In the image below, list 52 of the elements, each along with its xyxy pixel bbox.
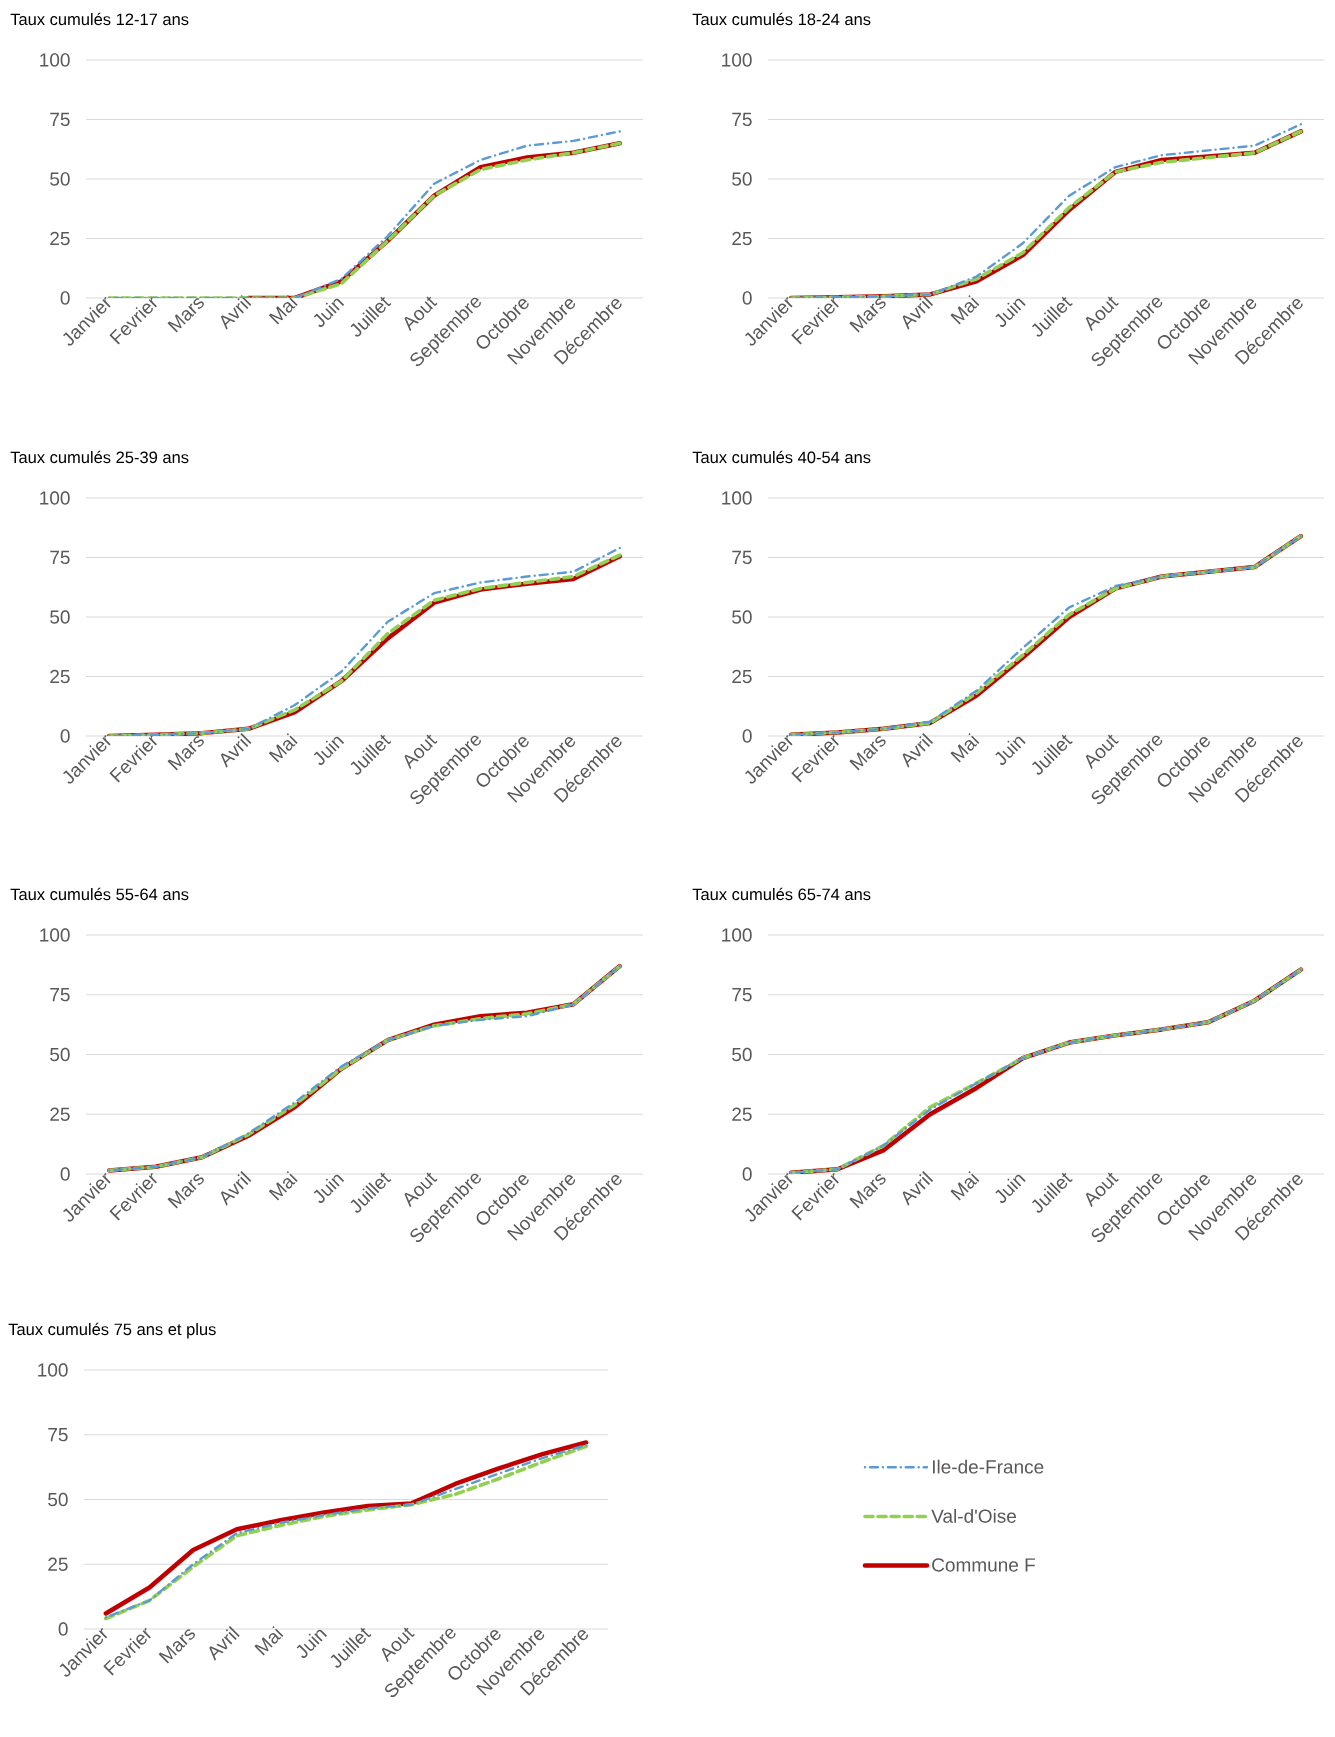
x-tick-label: Mai <box>950 1171 980 1201</box>
y-tick-label: 100 <box>722 53 752 67</box>
y-tick-label: 75 <box>732 988 752 1002</box>
chart-title: Taux cumulés 55-64 ans <box>10 887 189 901</box>
y-tick-label: 75 <box>50 550 70 565</box>
y-tick-label: 25 <box>50 669 70 684</box>
x-tick-label: Juin <box>995 736 1026 765</box>
y-tick-label: 50 <box>50 1047 70 1062</box>
y-tick-label: 25 <box>50 1107 70 1121</box>
x-tick-label: Mai <box>268 295 298 325</box>
x-tick-label: Juin <box>313 1174 345 1203</box>
y-tick-label: 75 <box>732 112 752 127</box>
x-tick-label: Mai <box>950 733 980 763</box>
y-tick-label: 100 <box>40 491 70 505</box>
legend-label: Ile-de-France <box>932 1459 1044 1474</box>
x-tick-label: Juin <box>313 736 345 765</box>
y-tick-label: 100 <box>38 1363 68 1377</box>
y-tick-label: 75 <box>50 112 70 127</box>
y-tick-label: 50 <box>50 172 70 186</box>
x-tick-label: Juin <box>995 298 1026 327</box>
y-tick-label: 100 <box>722 928 752 942</box>
y-tick-label: 25 <box>732 231 752 246</box>
legend-label: Commune F <box>932 1558 1035 1572</box>
y-tick-label: 25 <box>50 231 70 246</box>
y-tick-label: 50 <box>732 610 752 624</box>
y-tick-label: 75 <box>48 1428 68 1442</box>
y-tick-label: 75 <box>50 988 70 1002</box>
y-tick-label: 100 <box>40 928 70 942</box>
x-tick-label: Mai <box>268 733 298 763</box>
x-tick-label: Juin <box>995 1174 1026 1203</box>
y-tick-label: 75 <box>732 550 752 565</box>
x-tick-label: Mai <box>950 295 980 325</box>
chart-title: Taux cumulés 75 ans et plus <box>8 1322 216 1339</box>
chart-title: Taux cumulés 40-54 ans <box>692 450 871 464</box>
y-tick-label: 50 <box>732 1047 752 1062</box>
chart-title: Taux cumulés 18-24 ans <box>692 12 871 26</box>
legend-label: Val-d'Oise <box>931 1508 1017 1523</box>
chart-title: Taux cumulés 25-39 ans <box>10 450 189 464</box>
y-tick-label: 25 <box>732 1107 752 1121</box>
x-tick-label: Mai <box>254 1626 284 1656</box>
y-tick-label: 25 <box>48 1557 68 1571</box>
y-tick-label: 50 <box>50 610 70 624</box>
y-tick-label: 50 <box>732 172 752 186</box>
x-tick-label: Juin <box>296 1629 328 1658</box>
chart-title: Taux cumulés 65-74 ans <box>692 887 871 901</box>
y-tick-label: 100 <box>722 491 752 505</box>
y-tick-label: 25 <box>732 669 752 684</box>
x-tick-label: Juin <box>313 298 345 327</box>
x-tick-label: Mai <box>268 1171 298 1201</box>
y-tick-label: 100 <box>40 53 70 67</box>
y-tick-label: 50 <box>48 1492 68 1507</box>
chart-title: Taux cumulés 12-17 ans <box>10 12 189 26</box>
